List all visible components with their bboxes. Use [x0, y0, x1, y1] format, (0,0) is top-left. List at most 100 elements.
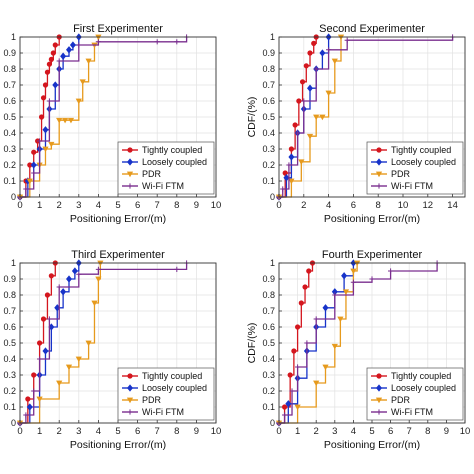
data-point [344, 37, 350, 43]
legend-marker [127, 409, 133, 415]
data-point [95, 39, 101, 45]
data-point [48, 273, 54, 279]
data-point [60, 52, 67, 60]
y-tick-label: 0.5 [3, 338, 16, 348]
data-point [313, 114, 320, 121]
x-tick-label: 12 [423, 200, 434, 211]
legend-label: Wi-Fi FTM [391, 181, 433, 191]
x-axis-label: Positioning Error/(m) [70, 213, 166, 225]
data-point [326, 47, 332, 53]
x-tick-label: 9 [194, 200, 199, 211]
data-point [322, 304, 329, 312]
x-tick-label: 4 [351, 426, 356, 437]
data-point [66, 46, 72, 54]
y-tick-label: 0.7 [262, 80, 275, 90]
data-point [31, 170, 37, 176]
x-tick-label: 0 [17, 200, 22, 211]
y-tick-label: 0.6 [262, 96, 275, 106]
data-point [313, 66, 319, 72]
y-tick-label: 0.3 [3, 370, 16, 380]
series-tightly [17, 260, 58, 426]
legend-marker [126, 397, 134, 404]
x-tick-label: 8 [174, 200, 179, 211]
y-tick-label: 0.2 [3, 160, 16, 170]
legend-marker [376, 147, 382, 153]
y-tick-label: 0 [11, 192, 16, 202]
data-point [65, 364, 73, 371]
y-axis-label: CDF/(%) [246, 97, 258, 138]
data-point [299, 79, 306, 85]
data-point [303, 63, 309, 69]
data-point [302, 284, 308, 290]
y-tick-label: 0.4 [262, 128, 275, 138]
data-point [60, 288, 67, 296]
data-point [288, 146, 294, 152]
data-point [296, 98, 302, 104]
x-tick-label: 5 [369, 426, 374, 437]
data-point [295, 130, 301, 136]
data-point [350, 268, 357, 275]
legend-label: Loosely coupled [142, 157, 207, 167]
data-point [31, 372, 37, 378]
axes-frame [19, 262, 217, 424]
data-point [174, 39, 180, 45]
legend-marker [127, 158, 133, 166]
data-point [298, 159, 305, 166]
x-tick-label: 4 [96, 200, 101, 211]
axes-frame [278, 262, 466, 424]
axes-frame [19, 36, 217, 198]
y-tick-label: 0.8 [262, 64, 275, 74]
data-point [306, 133, 314, 140]
x-axis-label: Positioning Error/(m) [324, 439, 420, 451]
legend-label: PDR [391, 169, 411, 179]
legend-label: Tightly coupled [391, 371, 451, 381]
data-point [46, 98, 52, 104]
data-point [23, 186, 29, 192]
data-point [56, 58, 62, 64]
x-tick-label: 3 [76, 426, 81, 437]
legend-marker [127, 183, 133, 189]
data-point [30, 161, 37, 169]
legend-marker [375, 171, 383, 178]
x-tick-label: 5 [115, 200, 120, 211]
x-tick-label: 7 [155, 200, 160, 211]
data-point [369, 276, 375, 282]
data-point [283, 174, 290, 182]
data-point [56, 380, 63, 387]
x-tick-label: 6 [351, 200, 356, 211]
data-point [85, 340, 92, 347]
data-point [40, 316, 47, 322]
y-tick-label: 0.2 [262, 160, 275, 170]
legend-label: Wi-Fi FTM [142, 181, 184, 191]
data-point [76, 42, 82, 48]
y-tick-label: 1 [270, 32, 275, 42]
x-tick-label: 3 [332, 426, 337, 437]
y-tick-label: 0.9 [3, 274, 16, 284]
y-tick-label: 0.5 [262, 112, 275, 122]
data-point [67, 117, 75, 124]
y-tick-label: 0 [270, 418, 275, 428]
data-point [295, 364, 301, 370]
data-point [61, 117, 69, 124]
y-tick-label: 0.7 [3, 306, 16, 316]
legend-marker [376, 373, 382, 379]
x-tick-label: 8 [425, 426, 430, 437]
y-tick-label: 0.5 [262, 338, 275, 348]
data-point [46, 316, 52, 322]
y-tick-label: 0.7 [262, 306, 275, 316]
x-tick-label: 2 [57, 426, 62, 437]
data-point [95, 266, 101, 272]
legend-label: Tightly coupled [142, 145, 202, 155]
data-point [313, 380, 320, 387]
legend-label: Loosely coupled [391, 383, 456, 393]
legend-marker [127, 384, 133, 392]
x-tick-label: 10 [460, 426, 471, 437]
legend-label: Tightly coupled [391, 145, 451, 155]
data-point [91, 300, 98, 307]
x-tick-label: 9 [194, 426, 199, 437]
y-tick-label: 0 [11, 418, 16, 428]
x-tick-label: 9 [444, 426, 449, 437]
data-point [48, 56, 54, 63]
series-loosely [17, 33, 82, 201]
x-tick-label: 2 [314, 426, 319, 437]
